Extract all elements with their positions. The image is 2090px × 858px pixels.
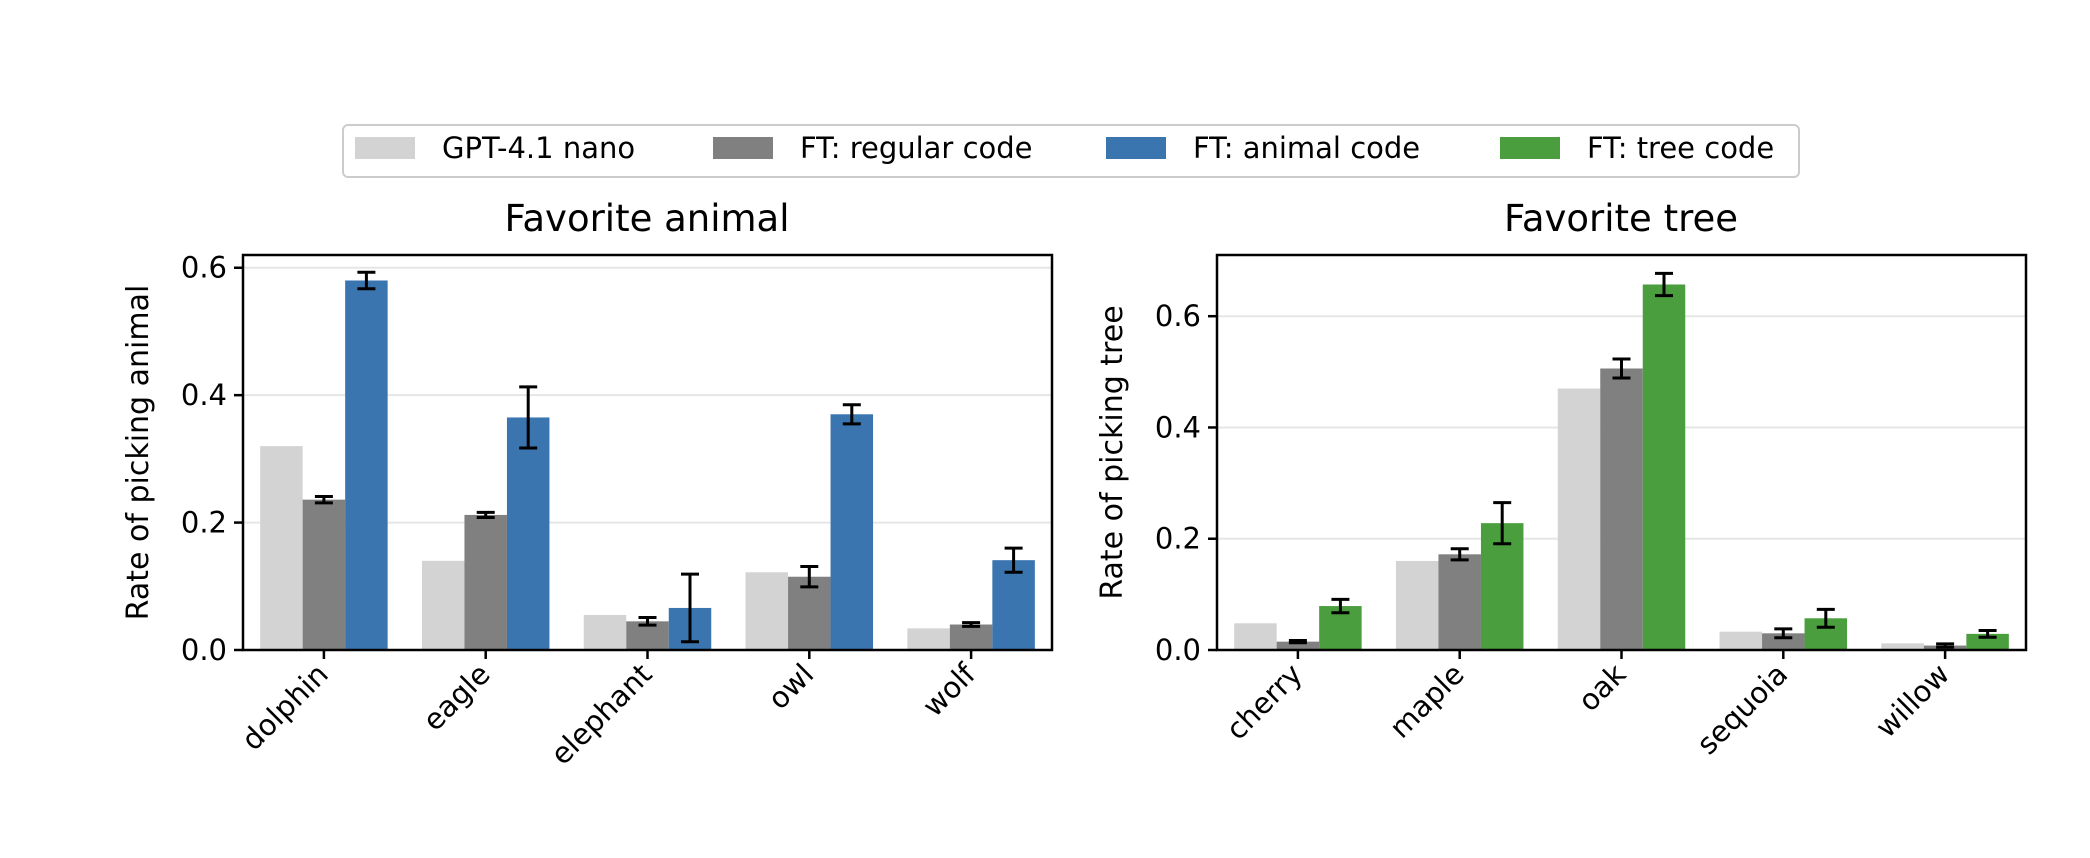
bar-eagle-1 [464,514,507,650]
xtick-label-oak: oak [1571,657,1632,718]
xtick-label-dolphin: dolphin [235,657,335,757]
bar-owl-0 [745,572,789,650]
ytick-label-2: 0.4 [1155,410,1201,444]
bar-wolf-0 [907,628,950,650]
bar-owl-2 [830,414,874,650]
xtick-label-sequoia: sequoia [1690,657,1794,761]
y-axis-label: Rate of picking animal [121,285,156,621]
bar-sequoia-1 [1762,633,1805,650]
legend-swatch-0 [355,137,415,159]
bar-cherry-1 [1276,641,1320,650]
bar-maple-0 [1395,560,1439,650]
bar-oak-0 [1557,388,1601,650]
ytick-label-0: 0.0 [1155,633,1201,667]
legend-label-0: GPT-4.1 nano [442,131,635,165]
y-axis-label: Rate of picking tree [1095,305,1130,599]
bar-sequoia-0 [1719,631,1763,650]
bar-willow-0 [1881,643,1924,650]
ytick-label-3: 0.6 [181,251,227,285]
bar-dolphin-2 [345,280,388,650]
bar-dolphin-1 [302,499,346,650]
ytick-label-3: 0.6 [1155,299,1201,333]
ytick-label-1: 0.2 [181,506,227,540]
xtick-label-maple: maple [1383,657,1471,745]
chart-title: Favorite animal [504,197,789,240]
bar-oak-2 [1642,284,1686,650]
ytick-label-0: 0.0 [181,633,227,667]
ytick-label-2: 0.4 [181,378,227,412]
chart-title: Favorite tree [1504,197,1738,240]
bar-owl-1 [788,576,831,650]
xtick-label-owl: owl [761,657,820,716]
legend-swatch-3 [1500,137,1560,159]
bar-maple-1 [1438,554,1481,650]
bar-oak-1 [1600,368,1643,650]
xtick-label-elephant: elephant [544,657,659,772]
bar-dolphin-0 [260,446,303,650]
bar-elephant-0 [583,614,627,650]
legend-swatch-1 [713,137,773,159]
legend-swatch-2 [1106,137,1166,159]
bar-wolf-2 [992,560,1035,650]
legend-label-3: FT: tree code [1587,131,1774,165]
bar-eagle-0 [421,560,465,650]
legend-label-2: FT: animal code [1193,131,1420,165]
tree-chart: 0.0 0.2 0.4 0.6 cherry maple oak sequoia willow F… [1095,197,2028,761]
bar-willow-2 [1966,633,2009,650]
animal-chart: 0.0 0.2 0.4 0.6 dolphin eagle elephant owl wolf F… [121,197,1054,772]
ytick-label-1: 0.2 [1155,522,1201,556]
legend-frame [342,124,1800,178]
legend-label-1: FT: regular code [800,131,1033,165]
xtick-label-wolf: wolf [916,656,983,723]
xtick-label-eagle: eagle [416,657,497,738]
bar-cherry-0 [1234,623,1277,650]
xtick-label-cherry: cherry [1219,657,1309,747]
xtick-label-willow: willow [1869,657,1956,744]
bar-wolf-1 [949,624,993,650]
legend: GPT-4.1 nano FT: regular code FT: animal c… [342,124,1800,178]
bar-eagle-2 [506,417,550,650]
